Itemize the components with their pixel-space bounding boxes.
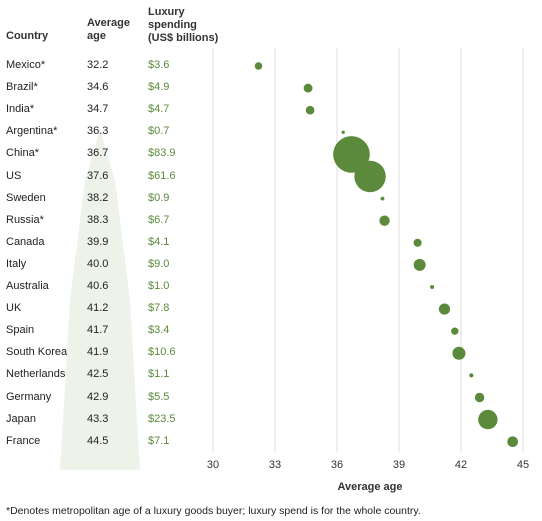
age-value: 41.9 bbox=[87, 346, 109, 359]
age-value: 41.7 bbox=[87, 324, 109, 337]
age-value: 34.6 bbox=[87, 81, 109, 94]
age-value: 38.3 bbox=[87, 213, 109, 226]
age-value: 40.6 bbox=[87, 280, 109, 292]
spend-value: $3.6 bbox=[148, 59, 170, 71]
country-label: France bbox=[6, 434, 41, 447]
footnote: *Denotes metropolitan age of a luxury go… bbox=[6, 505, 421, 517]
country-label: UK bbox=[6, 302, 22, 315]
header-spend-line3: (US$ billions) bbox=[148, 32, 219, 44]
country-label: Germany bbox=[6, 390, 52, 403]
age-value: 42.9 bbox=[87, 390, 109, 403]
header-average-age: Average age bbox=[87, 17, 130, 43]
age-value: 41.2 bbox=[87, 302, 109, 315]
header-spend-line1: Luxury bbox=[148, 6, 185, 18]
watermark-shape bbox=[60, 130, 140, 470]
country-label: India* bbox=[6, 103, 35, 116]
age-value: 34.7 bbox=[87, 103, 109, 116]
data-point bbox=[341, 130, 345, 134]
spend-value: $4.1 bbox=[148, 235, 170, 248]
header-age-line1: Average bbox=[87, 17, 131, 29]
x-tick-label: 45 bbox=[517, 459, 529, 471]
x-tick-label: 33 bbox=[269, 459, 281, 471]
x-tick-label: 30 bbox=[207, 459, 219, 471]
spend-value: $7.1 bbox=[148, 434, 170, 447]
spend-value: $7.8 bbox=[148, 302, 170, 315]
data-points bbox=[254, 62, 518, 448]
header-spend-line2: spending bbox=[148, 19, 197, 31]
country-label: Japan bbox=[6, 412, 36, 425]
x-tick-label: 42 bbox=[455, 459, 467, 471]
spend-value: $9.0 bbox=[148, 257, 170, 270]
spend-value: $1.0 bbox=[148, 280, 170, 292]
data-point bbox=[413, 258, 426, 271]
data-point bbox=[305, 105, 315, 115]
age-value: 36.7 bbox=[87, 147, 109, 160]
spend-value: $10.6 bbox=[148, 346, 176, 359]
spend-value: $83.9 bbox=[148, 147, 176, 160]
country-label: Netherlands bbox=[6, 368, 66, 381]
x-tick-label: 36 bbox=[331, 459, 343, 471]
data-point bbox=[438, 303, 451, 315]
data-point bbox=[474, 392, 485, 403]
spend-value: $61.6 bbox=[148, 169, 176, 182]
bubble-chart: 30 33 36 39 42 45 Average age bbox=[60, 48, 529, 493]
header-luxury-spending: Luxury spending (US$ billions) bbox=[148, 6, 218, 45]
data-point bbox=[380, 196, 385, 201]
data-point bbox=[452, 346, 466, 360]
age-value: 37.6 bbox=[87, 169, 109, 182]
country-label: Italy bbox=[6, 257, 27, 270]
age-value: 42.5 bbox=[87, 368, 109, 381]
data-point bbox=[333, 136, 370, 173]
spend-value: $0.7 bbox=[148, 125, 170, 138]
age-value: 43.3 bbox=[87, 412, 109, 425]
data-point bbox=[303, 83, 313, 93]
country-label: China* bbox=[6, 147, 40, 160]
spend-value: $3.4 bbox=[148, 324, 170, 337]
data-point bbox=[354, 160, 386, 193]
x-tick-label: 39 bbox=[393, 459, 405, 471]
country-label: Brazil* bbox=[6, 81, 38, 94]
age-value: 38.2 bbox=[87, 191, 109, 204]
data-point bbox=[451, 327, 459, 335]
spend-value: $6.7 bbox=[148, 213, 170, 226]
data-point bbox=[379, 215, 390, 226]
country-label: South Korea bbox=[6, 346, 68, 359]
data-point bbox=[469, 373, 474, 378]
age-value: 44.5 bbox=[87, 434, 109, 447]
spend-value: $0.9 bbox=[148, 191, 170, 204]
country-label: Spain bbox=[6, 324, 35, 337]
country-label: Russia* bbox=[6, 213, 44, 226]
x-axis-ticks: 30 33 36 39 42 45 bbox=[207, 459, 529, 471]
age-value: 39.9 bbox=[87, 235, 109, 248]
grid-lines bbox=[212, 48, 524, 452]
spend-value: $4.9 bbox=[148, 81, 170, 94]
header-age-line2: age bbox=[87, 30, 106, 42]
country-label: Canada bbox=[6, 235, 45, 248]
country-label: Sweden bbox=[6, 191, 46, 204]
spend-value: $23.5 bbox=[148, 412, 176, 425]
spend-value: $4.7 bbox=[148, 103, 170, 116]
spend-value: $1.1 bbox=[148, 368, 170, 381]
age-value: 32.2 bbox=[87, 59, 109, 71]
spend-value: $5.5 bbox=[148, 390, 170, 403]
country-label: Mexico* bbox=[6, 59, 46, 71]
data-point bbox=[478, 409, 498, 430]
x-axis-label: Average age bbox=[337, 481, 402, 493]
age-value: 36.3 bbox=[87, 125, 109, 138]
data-point bbox=[413, 238, 422, 247]
country-label: US bbox=[6, 169, 22, 182]
data-point bbox=[430, 285, 435, 289]
data-point bbox=[254, 62, 263, 70]
age-value: 40.0 bbox=[87, 257, 109, 270]
header-country: Country bbox=[6, 30, 49, 42]
country-label: Australia bbox=[6, 280, 49, 292]
data-point bbox=[507, 436, 518, 448]
country-label: Argentina* bbox=[6, 125, 58, 138]
